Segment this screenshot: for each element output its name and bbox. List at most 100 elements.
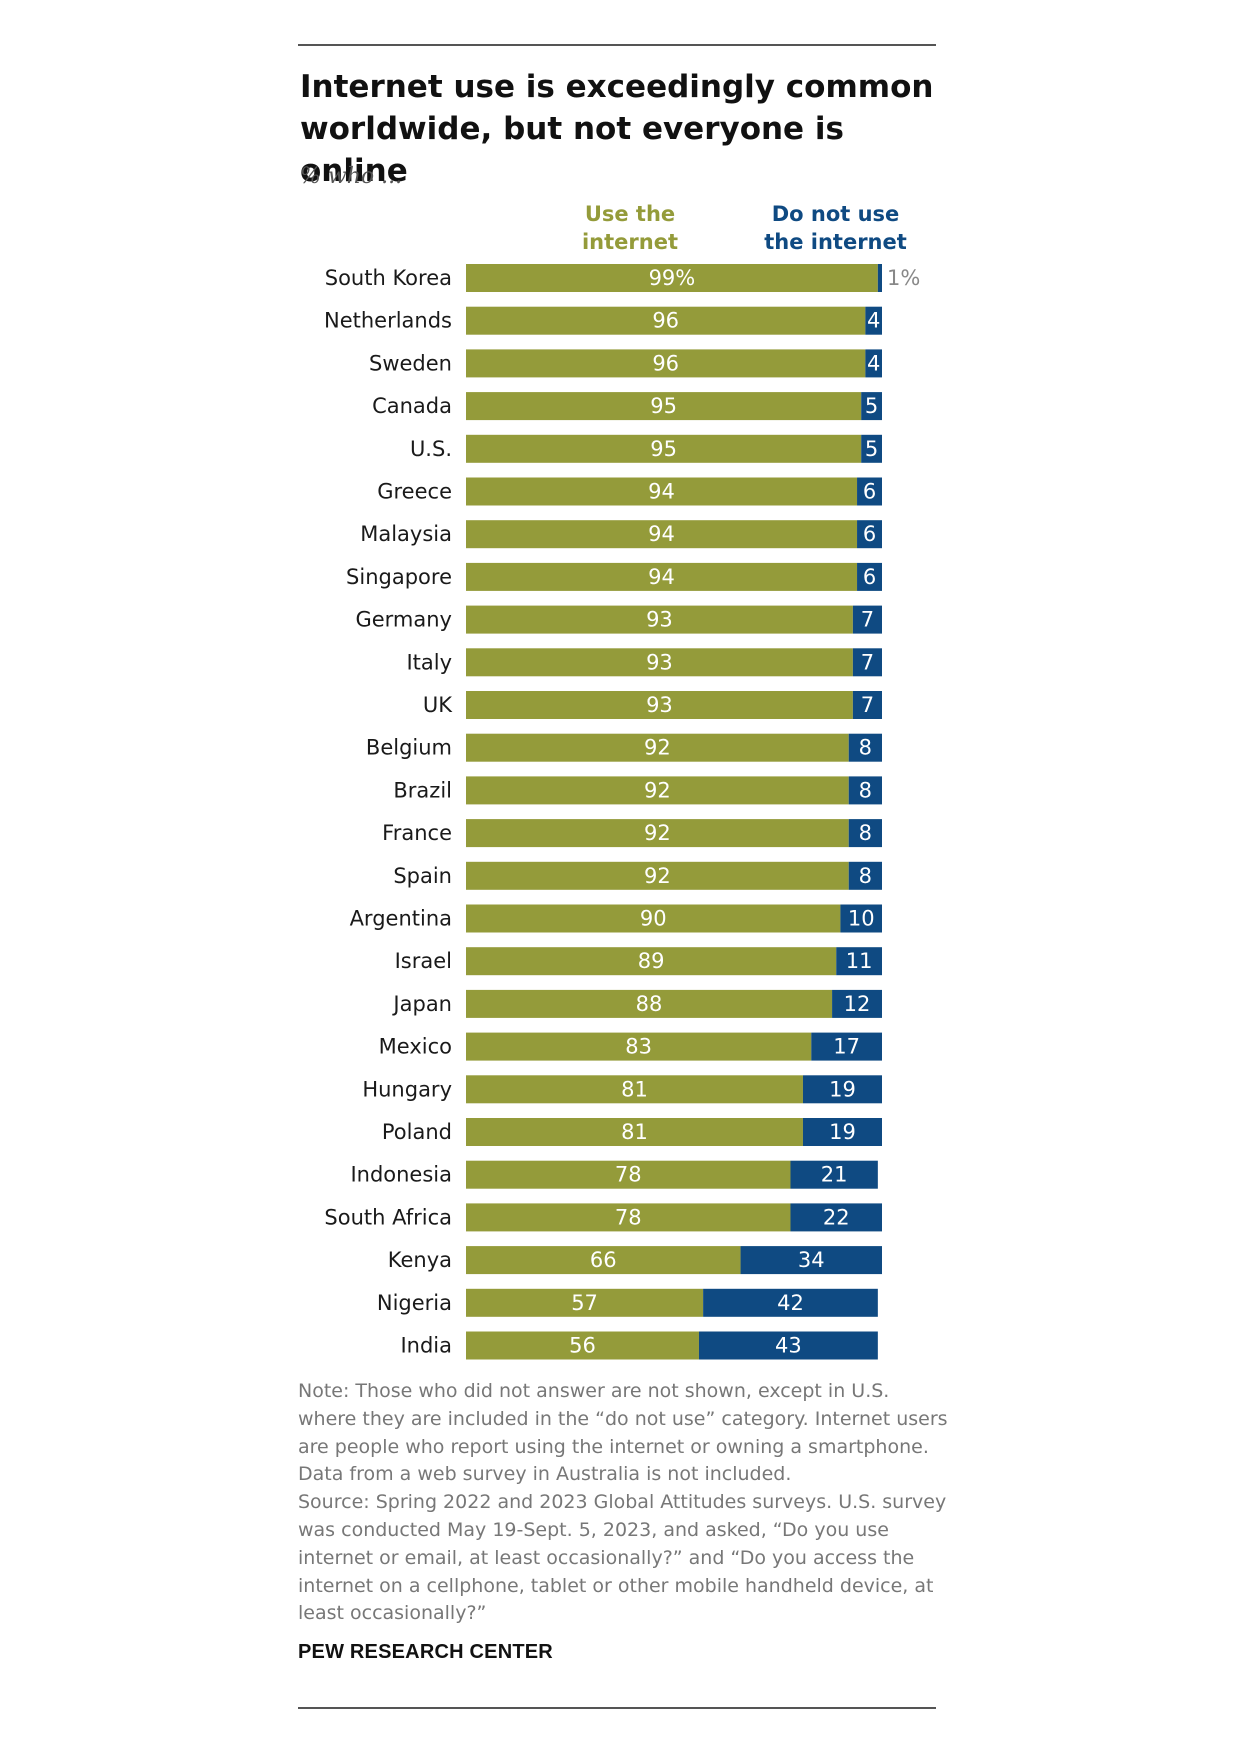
bar-notuse-india [698,1331,878,1360]
bar-use-south-korea [466,264,878,292]
category-label: Mexico [379,1035,452,1059]
bar-notuse-sweden [865,349,882,378]
value-label-use: 93 [646,608,673,632]
bar-use-uk [466,691,853,719]
top-rule [298,44,936,46]
bar-notuse-kenya [740,1246,882,1275]
value-label-use: 92 [644,864,671,888]
value-label-notuse: 8 [859,736,872,760]
bar-notuse-brazil [848,776,882,805]
bar-notuse-japan [832,989,882,1018]
value-label-notuse: 5 [865,394,878,418]
bar-notuse-indonesia [790,1160,878,1189]
value-label-use: 56 [569,1334,596,1358]
value-label-notuse: 6 [863,480,876,504]
value-label-use: 94 [648,480,675,504]
bar-notuse-uk [852,691,882,719]
legend-notuse-line-1: Do not use [771,202,900,226]
bar-notuse-hungary [802,1075,882,1104]
bar-use-greece [466,477,858,506]
bar-notuse-south-africa [790,1203,882,1232]
value-label-use: 94 [648,522,675,546]
value-label-notuse: 34 [798,1248,825,1272]
value-label-notuse: 12 [844,992,871,1016]
category-label: Sweden [369,351,452,375]
bar-use-u-s [466,434,862,463]
category-label: Malaysia [360,522,452,546]
bar-notuse-nigeria [703,1288,878,1317]
bar-use-mexico [466,1032,812,1061]
value-label-notuse: 7 [861,693,874,717]
legend-notuse: Do not use the internet [758,200,913,256]
bar-use-spain [466,861,849,890]
category-label: India [400,1334,452,1358]
category-label: Kenya [388,1248,452,1272]
category-label: Greece [377,480,452,504]
bar-use-hungary [466,1075,803,1104]
bar-notuse-poland [802,1118,882,1146]
value-label-use: 89 [638,949,665,973]
bottom-rule [298,1707,936,1709]
bar-notuse-singapore [857,562,882,591]
value-label-notuse: 43 [775,1334,802,1358]
category-label: Indonesia [350,1163,452,1187]
legend-use: Use the internet [565,200,695,256]
value-label-notuse: 19 [829,1120,856,1144]
value-label-use: 92 [644,821,671,845]
bar-use-poland [466,1118,803,1146]
bar-use-japan [466,989,833,1018]
bar-notuse-malaysia [857,520,882,549]
value-label-use: 96 [652,309,679,333]
value-label-use: 90 [640,907,667,931]
bar-use-germany [466,605,853,634]
bar-notuse-netherlands [865,306,882,335]
bar-use-netherlands [466,306,866,335]
bar-use-sweden [466,349,866,378]
legend-use-line-1: Use the [584,202,676,226]
value-label-notuse: 19 [829,1077,856,1101]
bar-notuse-u-s [861,434,882,463]
brand-label: PEW RESEARCH CENTER [298,1641,553,1663]
chart-subtitle: % who ... [300,164,403,189]
value-label-notuse: 42 [777,1291,804,1315]
value-label-use: 57 [571,1291,598,1315]
chart-title: Internet use is exceedingly common world… [300,69,934,189]
value-label-notuse: 4 [867,351,880,375]
stacked-bar-chart: South Korea 99% 1% Netherlands 96 4 Sweden 96 4 C… [324,264,920,1360]
bar-notuse-italy [852,648,882,677]
value-label-notuse: 17 [833,1035,860,1059]
category-label: Nigeria [377,1291,452,1315]
bar-use-israel [466,947,837,976]
value-label-notuse: 6 [863,522,876,546]
bar-notuse-israel [836,947,882,976]
value-label-notuse: 7 [861,650,874,674]
bar-use-malaysia [466,520,858,549]
value-label-notuse: 8 [859,821,872,845]
bar-use-nigeria [466,1288,704,1317]
category-label: Italy [406,650,452,674]
value-label-notuse: 8 [859,778,872,802]
value-label-notuse: 6 [863,565,876,589]
category-label: France [382,821,452,845]
bar-use-italy [466,648,853,677]
category-label: Hungary [362,1077,452,1101]
bar-use-india [466,1331,699,1360]
footnote: Note: Those who did not answer are not s… [298,1378,948,1628]
value-label-notuse: 5 [865,437,878,461]
value-label-use: 94 [648,565,675,589]
bar-notuse-south-korea [877,264,882,292]
category-label: UK [423,693,453,717]
value-label-use: 83 [625,1035,652,1059]
value-label-notuse: 1% [887,266,920,290]
bar-notuse-mexico [811,1032,882,1061]
category-label: Israel [395,949,452,973]
value-label-use: 93 [646,650,673,674]
bar-notuse-spain [848,861,882,890]
bar-use-singapore [466,562,858,591]
bar-use-argentina [466,904,841,933]
category-label: U.S. [410,437,452,461]
category-label: Spain [393,864,452,888]
note-text: Note: Those who did not answer are not s… [298,1380,948,1486]
bar-use-kenya [466,1246,741,1275]
category-label: Japan [391,992,452,1016]
